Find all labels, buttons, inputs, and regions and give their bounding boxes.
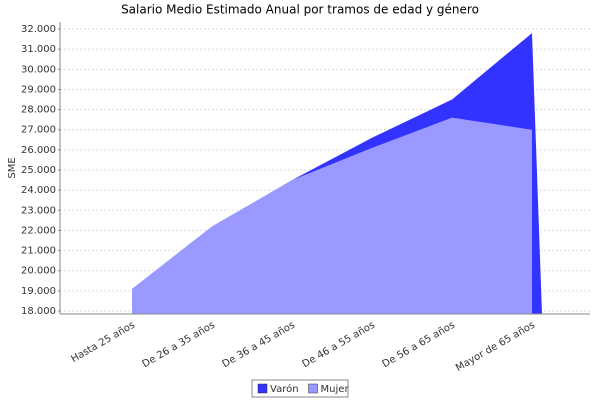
legend: Varón Mujer (251, 379, 350, 398)
y-tick-label: 22.000 (21, 225, 56, 236)
y-tick-label: 24.000 (21, 185, 56, 196)
x-tick-label: De 56 a 65 años (381, 320, 457, 371)
y-tick-label: 31.000 (21, 44, 56, 55)
y-tick-label: 30.000 (21, 64, 56, 75)
y-tick-label: 25.000 (21, 165, 56, 176)
y-tick-label: 23.000 (21, 205, 56, 216)
y-tick-label: 18.000 (21, 306, 56, 317)
x-tick-label: Hasta 25 años (69, 320, 137, 365)
y-tick-label: 27.000 (21, 125, 56, 136)
y-tick-label: 21.000 (21, 246, 56, 257)
chart-title: Salario Medio Estimado Anual por tramos … (121, 3, 479, 17)
y-tick-label: 32.000 (21, 24, 56, 35)
y-tick-label: 26.000 (21, 145, 56, 156)
y-tick-label: 19.000 (21, 286, 56, 297)
area (132, 117, 532, 314)
legend-label: Varón (270, 383, 299, 395)
legend-label: Mujer (321, 384, 350, 395)
x-tick-label: Mayor de 65 años (454, 320, 537, 374)
y-tick-label: 28.000 (21, 105, 56, 116)
y-axis-label: SME (7, 157, 18, 178)
x-tick-label: De 46 a 55 años (301, 320, 377, 371)
y-tick-label: 20.000 (21, 266, 56, 277)
x-tick-label: De 26 a 35 años (141, 320, 217, 371)
x-tick-label: De 36 a 45 años (221, 320, 297, 371)
legend-swatch (257, 383, 268, 394)
legend-swatch (308, 383, 318, 394)
y-tick-label: 29.000 (21, 84, 56, 95)
legend-box (251, 379, 349, 398)
